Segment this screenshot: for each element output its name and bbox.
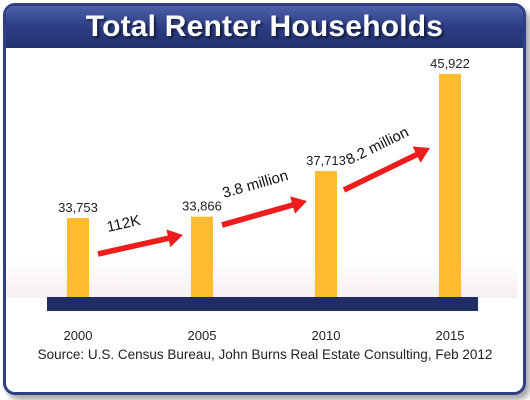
category-label-2015: 2015 — [436, 328, 465, 343]
value-label-2015: 45,922 — [430, 56, 470, 71]
bar-2010 — [315, 171, 337, 302]
growth-arrow-1 — [97, 229, 183, 257]
title-bar: Total Renter Households — [6, 6, 523, 48]
growth-arrow-2 — [221, 196, 307, 228]
chart-title: Total Renter Households — [85, 10, 444, 43]
floor-band — [6, 258, 517, 298]
chart-frame: Total Renter Households — [3, 3, 526, 395]
bar-2000 — [67, 218, 89, 302]
bar-2015 — [439, 73, 461, 302]
category-label-2000: 2000 — [64, 328, 93, 343]
category-label-2010: 2010 — [312, 328, 341, 343]
baseline-bar — [47, 297, 478, 311]
growth-arrow-3 — [342, 146, 430, 193]
bar-2005 — [191, 216, 213, 302]
value-label-2005: 33,866 — [182, 199, 222, 214]
growth-label-1: 112K — [105, 212, 142, 236]
source-note: Source: U.S. Census Bureau, John Burns R… — [37, 347, 493, 362]
growth-label-2: 3.8 million — [220, 167, 290, 202]
value-label-2000: 33,753 — [58, 200, 98, 215]
category-label-2005: 2005 — [188, 328, 217, 343]
value-label-2010: 37,713 — [306, 153, 346, 168]
